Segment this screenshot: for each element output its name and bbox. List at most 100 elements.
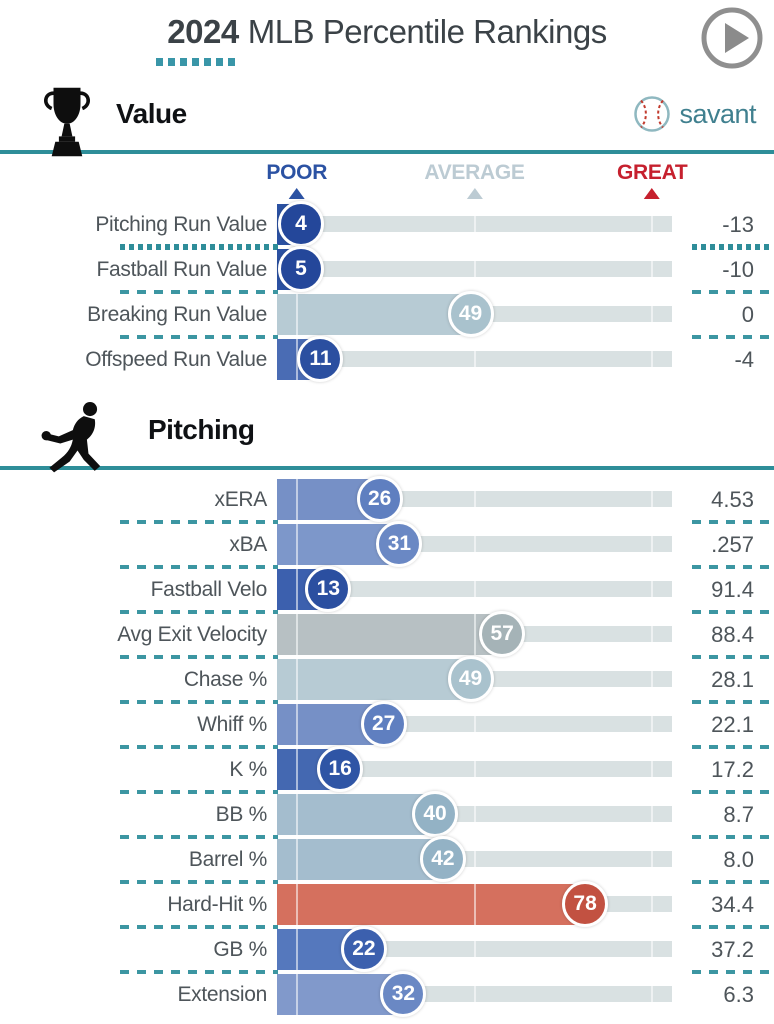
percentile-bubble[interactable]: 57 bbox=[479, 611, 526, 657]
legend-poor-label: POOR bbox=[266, 161, 328, 184]
stat-row: Fastball Run Value 5 -10 bbox=[0, 246, 774, 292]
percentile-bubble[interactable]: 49 bbox=[447, 656, 494, 702]
average-threshold-line bbox=[473, 339, 476, 380]
percentile-bar[interactable]: 26 bbox=[277, 476, 672, 522]
percentile-bar[interactable]: 4 bbox=[277, 201, 672, 247]
stat-row: Offspeed Run Value 11 -4 bbox=[0, 336, 774, 382]
poor-triangle-icon bbox=[288, 188, 305, 199]
poor-threshold-line bbox=[295, 479, 298, 520]
section-pitching: Pitching xERA 26 4.53 xBA bbox=[0, 394, 774, 1017]
great-threshold-line bbox=[651, 929, 654, 970]
stat-row: Breaking Run Value 49 0 bbox=[0, 291, 774, 337]
stat-label: Hard-Hit % bbox=[167, 892, 267, 916]
percentile-bar[interactable]: 42 bbox=[277, 836, 672, 882]
title-year: 2024 bbox=[167, 13, 239, 50]
poor-threshold-line bbox=[295, 794, 298, 835]
poor-threshold-line bbox=[295, 749, 298, 790]
poor-threshold-line bbox=[295, 704, 298, 745]
average-threshold-line bbox=[473, 839, 476, 880]
percentile-bubble[interactable]: 16 bbox=[317, 746, 364, 792]
percentile-bar[interactable]: 57 bbox=[277, 611, 672, 657]
percentile-bubble[interactable]: 4 bbox=[278, 201, 324, 247]
stat-label: K % bbox=[229, 757, 267, 781]
percentile-bubble[interactable]: 32 bbox=[380, 971, 427, 1017]
trophy-icon bbox=[44, 87, 90, 157]
percentile-bubble[interactable]: 49 bbox=[447, 291, 494, 337]
rows: xERA 26 4.53 xBA 31 .257 bbox=[0, 476, 774, 1017]
great-threshold-line bbox=[651, 749, 654, 790]
stat-label: xBA bbox=[229, 532, 267, 556]
percentile-bar[interactable]: 5 bbox=[277, 246, 672, 292]
poor-threshold-line bbox=[295, 294, 298, 335]
bar-fill bbox=[277, 294, 471, 335]
great-threshold-line bbox=[651, 614, 654, 655]
percentile-bar[interactable]: 32 bbox=[277, 971, 672, 1017]
great-threshold-line bbox=[651, 794, 654, 835]
stat-label: Fastball Velo bbox=[150, 577, 268, 601]
percentile-bubble[interactable]: 11 bbox=[297, 336, 344, 382]
baseball-icon bbox=[634, 96, 671, 132]
stat-row: Fastball Velo 13 91.4 bbox=[0, 566, 774, 612]
percentile-bubble[interactable]: 13 bbox=[305, 566, 352, 612]
stat-row: Whiff % 27 22.1 bbox=[0, 701, 774, 747]
stat-value: 91.4 bbox=[711, 576, 754, 602]
bar-fill bbox=[277, 839, 443, 880]
percentile-bar[interactable]: 11 bbox=[277, 336, 672, 382]
percentile-bar[interactable]: 27 bbox=[277, 701, 672, 747]
legend-great: GREAT bbox=[617, 161, 688, 199]
average-threshold-line bbox=[473, 524, 476, 565]
stat-label: xERA bbox=[214, 487, 268, 511]
percentile-bar[interactable]: 49 bbox=[277, 291, 672, 337]
percentile-bar[interactable]: 78 bbox=[277, 881, 672, 927]
percentile-bar[interactable]: 40 bbox=[277, 791, 672, 837]
percentile-bar[interactable]: 31 bbox=[277, 521, 672, 567]
percentile-bar[interactable]: 22 bbox=[277, 926, 672, 972]
stat-label: Pitching Run Value bbox=[95, 212, 267, 236]
percentile-bubble[interactable]: 40 bbox=[412, 791, 458, 837]
stat-label: BB % bbox=[215, 802, 268, 826]
rows: Pitching Run Value 4 -13 Fastball Run Va… bbox=[0, 201, 774, 382]
average-threshold-line bbox=[473, 479, 476, 520]
percentile-bar[interactable]: 13 bbox=[277, 566, 672, 612]
legend: POOR AVERAGE GREAT bbox=[0, 160, 774, 202]
stat-value: -13 bbox=[722, 211, 754, 237]
savant-wordmark: savant bbox=[679, 98, 756, 129]
stat-row: Extension 32 6.3 bbox=[0, 971, 774, 1017]
average-threshold-line bbox=[473, 884, 476, 925]
play-button[interactable] bbox=[700, 6, 764, 70]
stat-value: 8.0 bbox=[723, 846, 754, 872]
legend-scale: POOR AVERAGE GREAT bbox=[266, 160, 688, 202]
percentile-bubble[interactable]: 5 bbox=[278, 246, 324, 292]
stat-value: -4 bbox=[734, 346, 754, 372]
stat-value: -10 bbox=[722, 256, 754, 282]
legend-average: AVERAGE bbox=[424, 161, 525, 199]
percentile-bubble[interactable]: 27 bbox=[360, 701, 407, 747]
stat-row: GB % 22 37.2 bbox=[0, 926, 774, 972]
stat-label: Breaking Run Value bbox=[87, 302, 267, 326]
section-title: Pitching bbox=[148, 414, 255, 445]
bar-fill bbox=[277, 884, 586, 925]
percentile-bubble[interactable]: 26 bbox=[356, 476, 403, 522]
average-triangle-icon bbox=[466, 188, 483, 199]
average-threshold-line bbox=[473, 204, 476, 245]
stat-row: Hard-Hit % 78 34.4 bbox=[0, 881, 774, 927]
stat-row: Avg Exit Velocity 57 88.4 bbox=[0, 611, 774, 657]
section-header: Pitching bbox=[0, 394, 774, 473]
stat-row: Barrel % 42 8.0 bbox=[0, 836, 774, 882]
poor-threshold-line bbox=[295, 929, 298, 970]
stat-value: 22.1 bbox=[711, 711, 754, 737]
stat-value: 37.2 bbox=[711, 936, 754, 962]
average-threshold-line bbox=[473, 749, 476, 790]
title-text: MLB Percentile Rankings bbox=[247, 13, 608, 50]
section-value: Value savant POOR bbox=[0, 78, 774, 382]
percentile-bar[interactable]: 16 bbox=[277, 746, 672, 792]
great-threshold-line bbox=[651, 884, 654, 925]
percentile-bubble[interactable]: 42 bbox=[419, 836, 466, 882]
percentile-bubble[interactable]: 31 bbox=[376, 521, 423, 567]
percentile-bubble[interactable]: 78 bbox=[562, 881, 609, 927]
average-threshold-line bbox=[473, 929, 476, 970]
percentile-bar[interactable]: 49 bbox=[277, 656, 672, 702]
stat-value: 88.4 bbox=[711, 621, 754, 647]
percentile-bubble[interactable]: 22 bbox=[340, 926, 387, 972]
stat-row: Chase % 49 28.1 bbox=[0, 656, 774, 702]
